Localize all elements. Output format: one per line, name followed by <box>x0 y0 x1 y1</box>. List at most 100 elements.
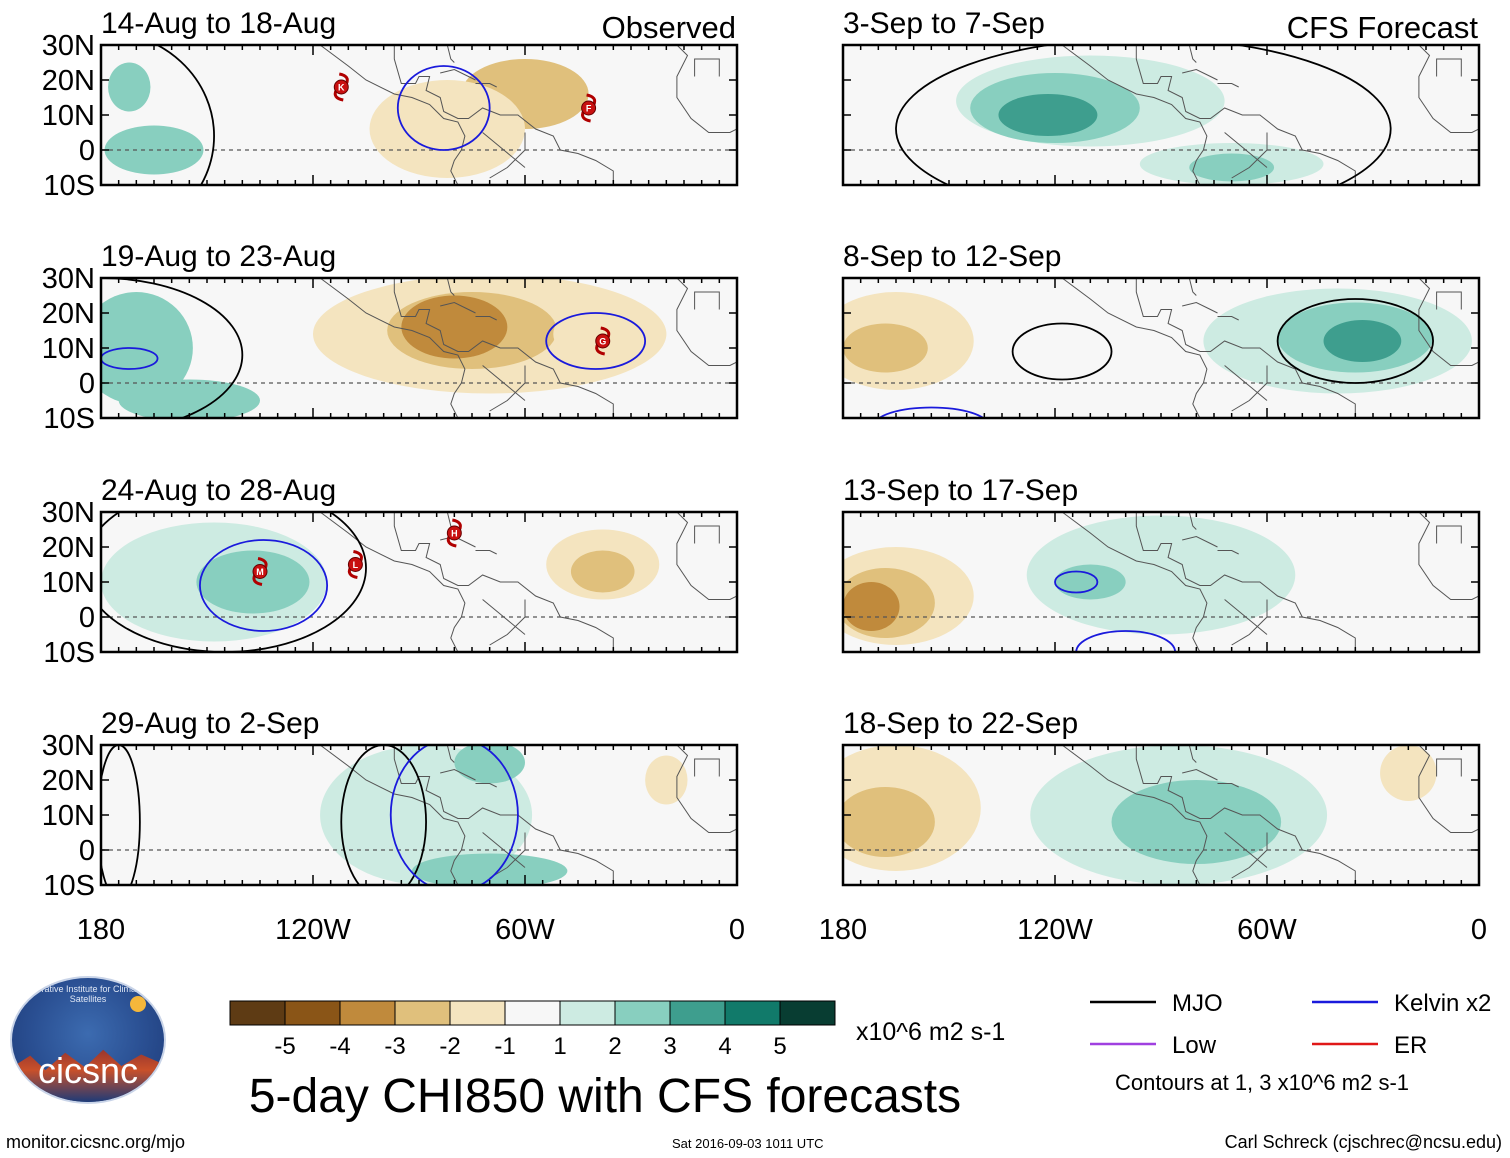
tropical-storm-icon: M <box>252 557 268 586</box>
anomaly-blob <box>369 80 525 178</box>
colorbar-tick-label: -4 <box>329 1033 350 1060</box>
coastline <box>676 512 737 600</box>
anomaly-blob <box>411 853 568 885</box>
coastline <box>1217 550 1239 555</box>
y-tick-label: 10N <box>42 800 95 832</box>
timestamp: Sat 2016-09-03 1011 UTC <box>672 1136 824 1151</box>
coastline <box>446 45 455 63</box>
panel-title: 19-Aug to 23-Aug <box>101 240 336 273</box>
anomaly-blob <box>998 94 1098 136</box>
coastline <box>1135 278 1356 418</box>
contour-note: Contours at 1, 3 x10^6 m2 s-1 <box>1115 1070 1409 1095</box>
coastline <box>393 512 614 652</box>
anomaly-blob <box>104 125 204 175</box>
coastline <box>1436 58 1462 77</box>
anomaly-blob <box>1026 515 1296 635</box>
tick-marks <box>100 277 738 419</box>
map-panel: 3-Sep to 7-Sep <box>841 7 1481 187</box>
y-tick-label: 10N <box>42 100 95 132</box>
y-tick-label: 10N <box>42 333 95 365</box>
main-title: 5-day CHI850 with CFS forecasts <box>249 1070 961 1123</box>
kelvin-contour <box>878 406 985 418</box>
coastline <box>1061 278 1208 418</box>
y-tick-label: 0 <box>79 368 95 400</box>
panel-title: 14-Aug to 18-Aug <box>101 7 336 40</box>
tropical-storm-icon: K <box>333 72 349 102</box>
y-tick-label: 10S <box>43 170 95 202</box>
colorbar-swatch <box>724 1000 781 1026</box>
coastline <box>489 132 526 179</box>
y-tick-label: 0 <box>79 602 95 634</box>
coastline <box>1231 599 1268 646</box>
coastline <box>1418 278 1479 366</box>
coastline <box>1418 512 1479 600</box>
colorbar-units: x10^6 m2 s-1 <box>856 1018 1005 1046</box>
x-tick-label: 0 <box>729 914 745 946</box>
coastline <box>1217 783 1239 788</box>
colorbar-tick-label: -5 <box>274 1033 295 1060</box>
coastline <box>1182 301 1218 314</box>
y-tick-label: 30N <box>42 30 95 62</box>
y-tick-label: 10S <box>43 870 95 902</box>
coastlines <box>319 278 737 418</box>
logo-sun-icon <box>130 996 146 1012</box>
coastline <box>1182 768 1218 781</box>
coastline <box>1231 132 1268 179</box>
coastline <box>1135 745 1356 885</box>
anomaly-blob <box>843 787 935 857</box>
map-panel: 18-Sep to 22-Sep <box>841 707 1481 887</box>
coastline <box>319 745 466 885</box>
mjo-contour <box>895 45 1392 185</box>
coastline <box>1061 512 1208 652</box>
panel-title: 8-Sep to 12-Sep <box>843 240 1061 273</box>
y-tick-label: 30N <box>42 263 95 295</box>
coastline <box>694 525 720 544</box>
coastline <box>319 278 466 418</box>
anomaly-blob <box>108 62 151 112</box>
mjo-contour <box>1276 298 1434 384</box>
anomaly-shading <box>956 55 1324 185</box>
colorbar-swatch <box>394 1000 451 1026</box>
coastline <box>446 278 455 296</box>
y-tick-label: 0 <box>79 835 95 867</box>
colorbar-swatch <box>614 1000 671 1026</box>
coastline <box>1217 83 1239 88</box>
coastline <box>1436 758 1462 777</box>
coastline <box>475 550 497 555</box>
x-tick-label: 60W <box>495 914 555 946</box>
x-tick-label: 180 <box>77 914 125 946</box>
storm-label: K <box>338 83 345 93</box>
coastline <box>393 45 614 185</box>
storm-label: H <box>451 529 458 539</box>
coastline <box>440 68 476 81</box>
anomaly-shading <box>104 59 589 178</box>
coastline <box>1436 525 1462 544</box>
anomaly-blob <box>1189 153 1275 182</box>
cicsnc-logo: Cooperative Institute for Climate and Sa… <box>10 976 166 1104</box>
coastline <box>489 832 526 879</box>
colorbar: -5 -4 -3 -2 -1 1 2 3 4 5 <box>229 1000 836 1060</box>
anomaly-blob <box>570 550 635 593</box>
coastline <box>489 365 526 412</box>
coastline <box>475 316 497 321</box>
colorbar-tick-label: 5 <box>773 1033 786 1060</box>
anomaly-shading <box>843 288 1472 394</box>
anomaly-blob <box>1055 564 1126 600</box>
wave-contours <box>101 278 647 418</box>
coastline <box>1182 68 1218 81</box>
y-tick-label: 30N <box>42 730 95 762</box>
coastline <box>440 768 476 781</box>
x-tick-label: 120W <box>1017 914 1093 946</box>
anomaly-blob <box>196 550 310 614</box>
wave-contours <box>1054 570 1177 652</box>
kelvin-contour <box>545 312 647 370</box>
kelvin-contour <box>199 539 329 632</box>
kelvin-contour <box>101 347 159 370</box>
panel-title: 13-Sep to 17-Sep <box>843 474 1078 507</box>
coastline <box>1418 45 1479 133</box>
coastline <box>319 45 466 185</box>
